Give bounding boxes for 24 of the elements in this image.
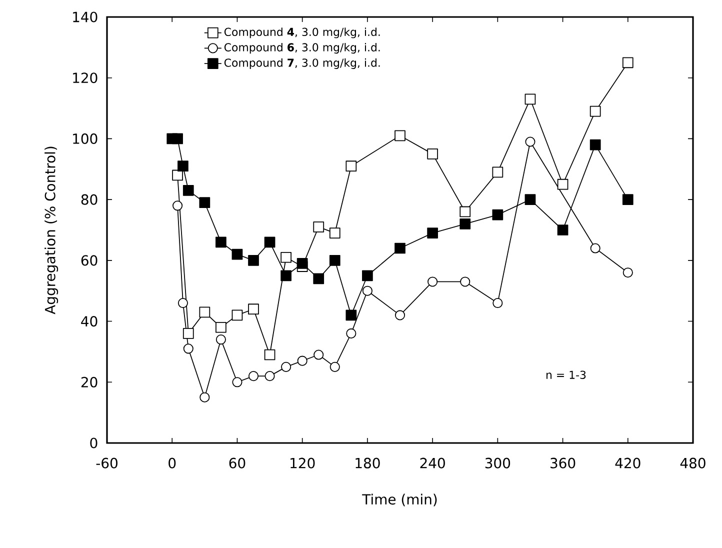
x-tick-label: 360 [550, 458, 576, 468]
y-tick-label: 20 [81, 376, 98, 388]
y-tick-label: 60 [81, 255, 98, 266]
x-tick-label: 300 [485, 458, 510, 468]
y-axis-title: Aggregation (% Control) [44, 146, 58, 314]
x-axis-title: Time (min) [362, 494, 437, 506]
x-tick-label: 120 [290, 458, 315, 468]
y-tick-label: 140 [73, 12, 98, 22]
x-tick-label: 0 [168, 458, 176, 468]
y-tick-label: 0 [90, 438, 98, 448]
x-tick-label: -60 [96, 458, 118, 468]
x-tick-label: 60 [229, 458, 246, 468]
legend-label: Compound 4, 3.0 mg/kg, i.d. [224, 28, 380, 38]
legend-label: Compound 7, 3.0 mg/kg, i.d. [224, 58, 380, 69]
x-tick-label: 180 [356, 458, 380, 468]
y-tick-label: 120 [73, 72, 98, 84]
x-tick-label: 420 [615, 458, 640, 468]
legend-label: Compound 6, 3.0 mg/kg, i.d. [224, 42, 380, 54]
y-tick-label: 100 [73, 133, 98, 144]
x-tick-label: 240 [420, 458, 445, 468]
y-tick-label: 80 [81, 194, 98, 205]
x-tick-label: 480 [680, 458, 706, 468]
y-tick-label: 40 [81, 316, 98, 327]
annotation: n = 1-3 [546, 370, 586, 379]
